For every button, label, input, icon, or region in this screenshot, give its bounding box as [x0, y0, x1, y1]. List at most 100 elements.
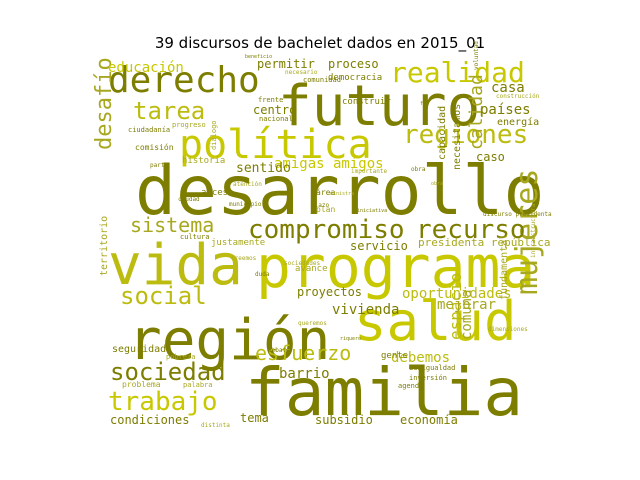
- chart-title: 39 discursos de bachelet dados en 2015_0…: [154, 34, 486, 52]
- word: avance: [295, 264, 328, 274]
- word: infraestructura: [530, 203, 537, 258]
- word: casa: [491, 80, 525, 96]
- word: economía: [400, 413, 458, 427]
- word: desarrollo: [135, 152, 544, 231]
- word: territorio: [99, 216, 110, 276]
- word: social: [120, 282, 207, 310]
- word: proyectos: [297, 285, 362, 299]
- word: progreso: [172, 121, 206, 129]
- word: vivienda: [332, 302, 399, 318]
- word: creemos: [231, 255, 257, 262]
- word: pobreza: [166, 353, 196, 361]
- word: oportunidades: [402, 286, 512, 302]
- word: duda: [255, 271, 270, 278]
- word: cultura: [180, 233, 210, 241]
- word: obra: [431, 181, 443, 187]
- word: dimensiones: [488, 326, 528, 333]
- word: discurso presidenta: [483, 211, 552, 218]
- word: construcción: [496, 93, 540, 100]
- word: realidad: [390, 56, 525, 89]
- word: debate: [268, 347, 290, 354]
- word: energía: [497, 116, 539, 128]
- word: seguridad: [112, 344, 166, 355]
- word: sentido: [236, 161, 291, 176]
- word: presidenta república: [418, 236, 550, 249]
- word: municipio: [229, 201, 262, 208]
- word: nacional: [259, 115, 293, 123]
- word: obra: [411, 166, 426, 173]
- word: mejorar: [437, 297, 496, 313]
- word: futuro: [278, 74, 480, 139]
- word: iniciativa: [357, 208, 387, 214]
- word: condiciones: [110, 413, 189, 427]
- word: mujeres: [510, 169, 545, 295]
- word: desigualdad: [409, 364, 455, 372]
- word: ciudadanía: [128, 126, 170, 134]
- word: necesario: [285, 69, 318, 76]
- word: plan: [316, 205, 335, 214]
- word: justamente: [211, 238, 265, 248]
- word: comisión: [135, 142, 174, 152]
- word: acceso: [201, 188, 234, 198]
- word: servicio: [350, 239, 408, 253]
- word: historia: [182, 156, 225, 166]
- word: distinta: [201, 422, 230, 429]
- word: trabajo: [108, 387, 218, 417]
- word: plazo: [311, 202, 329, 209]
- word: atención: [233, 181, 262, 188]
- word: compromiso: [248, 215, 405, 245]
- word: permitir: [257, 57, 315, 71]
- word: regiones: [403, 120, 528, 150]
- word: tarea: [133, 97, 205, 125]
- word: calidad: [466, 74, 487, 150]
- word: ciudad: [178, 196, 200, 203]
- word: sociedades: [284, 260, 321, 267]
- word: frente: [258, 96, 283, 104]
- word: países: [480, 102, 531, 118]
- word: amigas amigos: [274, 156, 384, 172]
- word: importante: [351, 168, 388, 175]
- word: recurso: [416, 215, 526, 245]
- word: programa: [256, 233, 535, 301]
- word: subsidio: [315, 413, 373, 427]
- word: comunidad: [303, 76, 341, 84]
- word: parte: [150, 162, 168, 169]
- word: familia: [245, 354, 523, 431]
- word: vida: [108, 233, 243, 298]
- word: beneficio: [245, 54, 272, 60]
- word: sistema: [130, 213, 214, 237]
- word: centro: [253, 103, 296, 117]
- word: gente: [381, 351, 408, 361]
- word: fundamental: [499, 234, 510, 300]
- word: necesitamos: [452, 104, 463, 170]
- word: región: [128, 308, 330, 373]
- word: área: [316, 188, 335, 197]
- word: democracia: [328, 73, 382, 83]
- word: problema: [122, 380, 161, 389]
- word: política: [179, 122, 372, 168]
- word: tema: [240, 411, 269, 425]
- word: agenda: [398, 382, 423, 390]
- word: inversión: [409, 374, 447, 382]
- word: esfuerzo: [255, 341, 351, 365]
- word: sociedad: [110, 358, 226, 386]
- word: espacio: [446, 273, 465, 340]
- word: debemos: [391, 350, 450, 366]
- word: desafío: [92, 57, 117, 150]
- word: salud: [354, 290, 517, 353]
- word: barrio: [279, 366, 330, 382]
- word: voluntad: [473, 41, 480, 70]
- word: fin: [420, 101, 429, 107]
- word: caso: [476, 150, 505, 164]
- word: educación: [108, 60, 184, 76]
- word: capacidad: [437, 106, 448, 160]
- word: riquero: [340, 336, 361, 342]
- word: comuna: [459, 289, 475, 340]
- word: palabra: [183, 381, 213, 389]
- word: diálogo: [210, 120, 218, 150]
- word: ministra: [330, 191, 354, 197]
- word: construir: [342, 97, 391, 107]
- word: queremos: [298, 320, 327, 327]
- word: derecho: [108, 60, 260, 101]
